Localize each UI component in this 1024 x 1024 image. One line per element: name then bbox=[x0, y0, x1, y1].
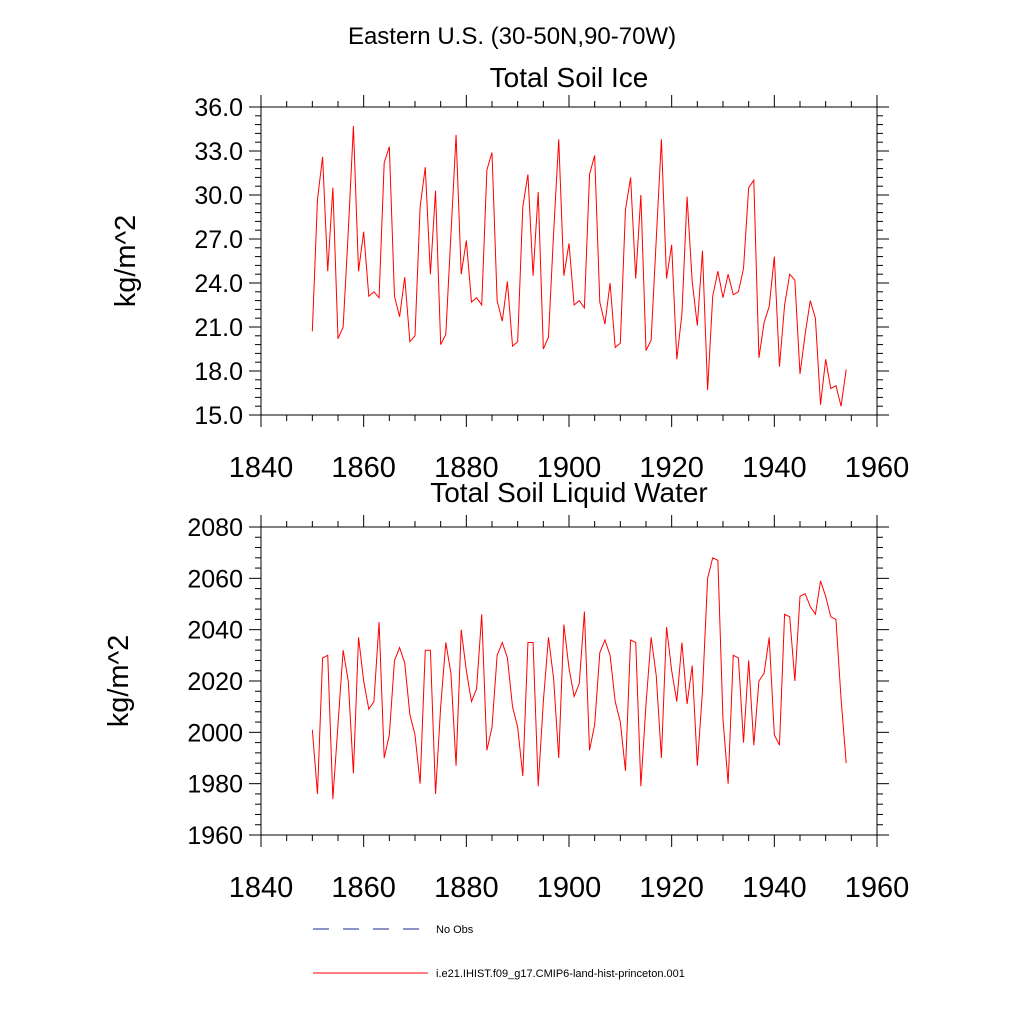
x-tick-label: 1880 bbox=[434, 872, 499, 904]
y-tick-label: 2020 bbox=[187, 668, 243, 696]
chart-title: Total Soil Liquid Water bbox=[430, 477, 708, 508]
x-tick-label: 1900 bbox=[537, 872, 602, 904]
y-tick-label: 18.0 bbox=[194, 358, 243, 386]
y-tick-label: 1980 bbox=[187, 771, 243, 799]
x-tick-label: 1920 bbox=[639, 452, 704, 484]
y-tick-label: 2040 bbox=[187, 617, 243, 645]
x-tick-label: 1900 bbox=[537, 452, 602, 484]
x-tick-label: 1840 bbox=[229, 452, 294, 484]
legend: No Obs i.e21.IHIST.f09_g17.CMIP6-land-his… bbox=[313, 924, 685, 980]
x-tick-label: 1920 bbox=[639, 872, 704, 904]
y-axis-label: kg/m^2 bbox=[110, 215, 142, 308]
x-tick-label: 1940 bbox=[742, 872, 807, 904]
y-tick-label: 21.0 bbox=[194, 314, 243, 342]
y-tick-label: 30.0 bbox=[194, 182, 243, 210]
plot-frame bbox=[260, 526, 878, 836]
x-tick-label: 1860 bbox=[331, 452, 396, 484]
page-title: Eastern U.S. (30-50N,90-70W) bbox=[348, 23, 676, 50]
series-line-1 bbox=[311, 557, 847, 800]
legend-label-1: No Obs bbox=[436, 924, 474, 936]
chart-panel-1: Total Soil Ice kg/m^2 15.0 18.0 21.0 24.0 27.0… bbox=[110, 62, 909, 484]
x-tick-label: 1840 bbox=[229, 872, 294, 904]
x-tick-label: 1880 bbox=[434, 452, 499, 484]
x-tick-label: 1860 bbox=[331, 872, 396, 904]
x-tick-label: 1960 bbox=[845, 452, 910, 484]
y-tick-label: 1960 bbox=[187, 822, 243, 850]
y-tick-label: 36.0 bbox=[194, 94, 243, 122]
y-tick-label: 2000 bbox=[187, 719, 243, 747]
x-tick-label: 1940 bbox=[742, 452, 807, 484]
chart-panels: Total Soil Ice kg/m^2 15.0 18.0 21.0 24.0 27.0… bbox=[103, 62, 909, 904]
chart-title: Total Soil Ice bbox=[490, 62, 649, 93]
y-axis-label: kg/m^2 bbox=[103, 635, 135, 728]
y-tick-label: 24.0 bbox=[194, 270, 243, 298]
y-tick-label: 2060 bbox=[187, 565, 243, 593]
y-tick-label: 2080 bbox=[187, 514, 243, 542]
legend-label-2: i.e21.IHIST.f09_g17.CMIP6-land-hist-prin… bbox=[436, 968, 685, 980]
x-tick-label: 1960 bbox=[845, 872, 910, 904]
plot-frame bbox=[260, 106, 878, 416]
y-tick-label: 15.0 bbox=[194, 402, 243, 430]
chart-panel-2: Total Soil Liquid Water kg/m^2 1960 1980 200… bbox=[103, 477, 909, 904]
y-tick-label: 33.0 bbox=[194, 138, 243, 166]
y-tick-label: 27.0 bbox=[194, 226, 243, 254]
series-line-1 bbox=[311, 126, 847, 407]
